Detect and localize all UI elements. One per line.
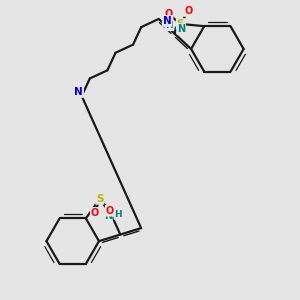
- Text: O: O: [164, 9, 172, 19]
- Text: O: O: [184, 6, 193, 16]
- Text: N: N: [104, 211, 112, 221]
- Text: N: N: [177, 24, 185, 34]
- Text: O: O: [106, 206, 114, 216]
- Text: O: O: [91, 208, 99, 218]
- Text: N: N: [163, 16, 171, 26]
- Text: N: N: [74, 87, 83, 97]
- Text: H: H: [114, 210, 122, 219]
- Text: S: S: [177, 19, 184, 29]
- Text: S: S: [96, 194, 103, 204]
- Text: H: H: [165, 21, 173, 30]
